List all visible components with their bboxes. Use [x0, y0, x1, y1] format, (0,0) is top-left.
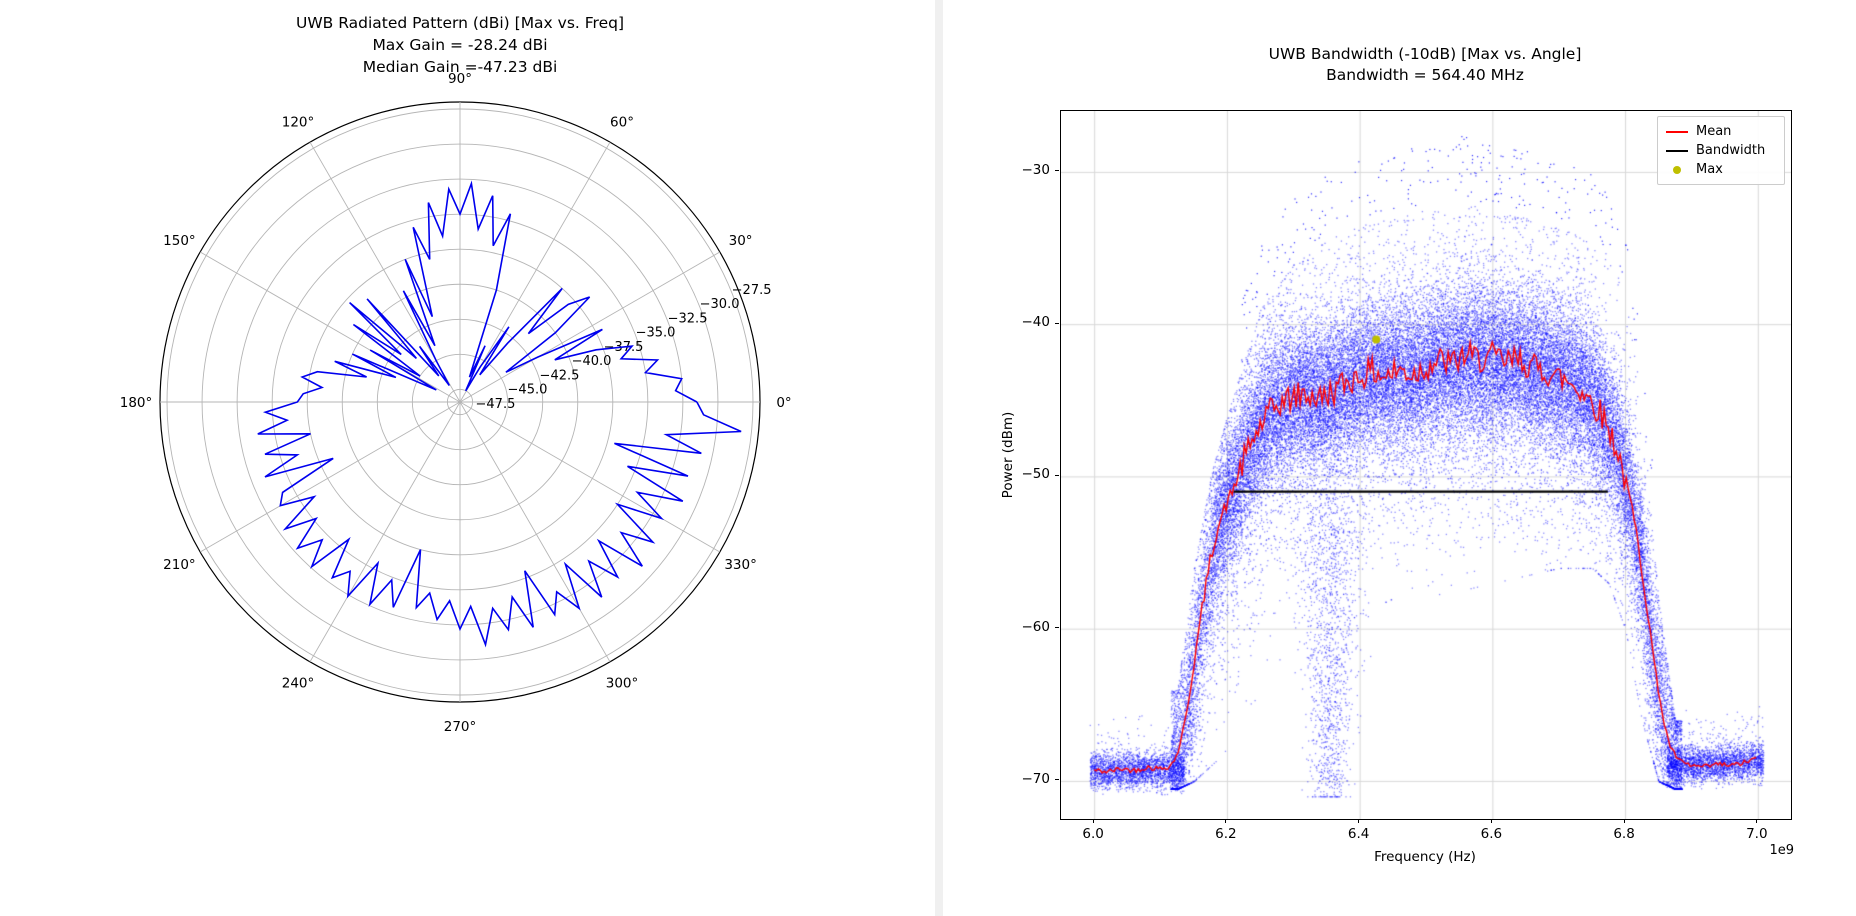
polar-gain-trace — [257, 180, 742, 648]
scatter-title-line1: UWB Bandwidth (-10dB) [Max vs. Angle] — [1268, 45, 1582, 63]
polar-angle-tick-label: 0° — [776, 395, 791, 411]
polar-angle-tick-label: 120° — [282, 114, 315, 130]
legend: Mean Bandwidth Max — [1657, 116, 1785, 185]
scatter-canvas — [1061, 111, 1791, 819]
legend-row-mean: Mean — [1666, 122, 1776, 141]
x-tick-mark — [1756, 819, 1758, 823]
polar-radial-tick-label: −27.5 — [732, 283, 772, 298]
polar-angle-tick-label: 60° — [610, 114, 634, 130]
x-tick-label: 6.2 — [1215, 826, 1237, 842]
x-tick-mark — [1092, 819, 1094, 823]
legend-row-bandwidth: Bandwidth — [1666, 141, 1776, 160]
scatter-title-line2-bandwidth: Bandwidth = 564.40 MHz — [1326, 66, 1524, 84]
y-tick-label: −30 — [1021, 161, 1051, 178]
polar-angle-tick-label: 240° — [282, 676, 315, 692]
x-tick-mark — [1225, 819, 1227, 823]
y-tick-mark — [1055, 779, 1059, 781]
max-dot-swatch — [1673, 165, 1681, 174]
legend-label-bandwidth: Bandwidth — [1696, 143, 1766, 158]
polar-grid-spoke — [459, 141, 611, 403]
polar-grid-spoke — [459, 401, 721, 553]
bandwidth-figure-panel: UWB Bandwidth (-10dB) [Max vs. Angle] Ba… — [943, 0, 1856, 916]
polar-title-line1: UWB Radiated Pattern (dBi) [Max vs. Freq… — [295, 14, 625, 32]
x-tick-label: 6.6 — [1480, 826, 1503, 842]
y-tick-label: −60 — [1021, 618, 1051, 635]
legend-label-mean: Mean — [1696, 124, 1732, 139]
polar-grid-spoke — [199, 401, 461, 553]
polar-angle-tick-label: 30° — [729, 233, 753, 249]
polar-angle-tick-label: 90° — [448, 71, 472, 87]
x-tick-mark — [1623, 819, 1625, 823]
polar-radial-tick-label: −40.0 — [572, 354, 612, 369]
legend-label-max: Max — [1696, 162, 1723, 177]
x-axis-label: Frequency (Hz) — [1374, 849, 1476, 865]
x-tick-label: 6.4 — [1347, 826, 1370, 842]
polar-title-line3-median-gain: Median Gain =-47.23 dBi — [362, 58, 558, 76]
polar-title-line2-max-gain: Max Gain = -28.24 dBi — [372, 36, 548, 54]
legend-row-max: Max — [1666, 160, 1776, 179]
polar-radial-tick-label: −45.0 — [508, 383, 548, 398]
y-tick-label: −40 — [1021, 314, 1051, 331]
y-tick-label: −50 — [1021, 466, 1051, 483]
polar-angle-tick-label: 330° — [724, 557, 757, 573]
x-tick-label: 6.8 — [1613, 826, 1635, 842]
polar-radial-tick-label: −32.5 — [668, 311, 708, 326]
y-tick-mark — [1055, 170, 1059, 172]
y-tick-mark — [1055, 627, 1059, 629]
polar-grid-spoke — [459, 251, 721, 403]
polar-plot: 0° 30° 60° 90° 120° 150° 180° 210° 240° 270° 300° 3… — [120, 71, 792, 735]
y-tick-mark — [1055, 474, 1059, 476]
x-tick-label: 6.0 — [1082, 826, 1104, 842]
polar-angle-tick-label: 300° — [606, 676, 639, 692]
polar-radial-tick-label: −42.5 — [540, 368, 580, 383]
polar-grid-spoke — [199, 251, 461, 403]
x-axis-offset-label: 1e9 — [1769, 843, 1794, 858]
polar-radial-tick-label: −30.0 — [700, 297, 740, 312]
polar-grid-spoke — [309, 401, 461, 663]
panel-divider — [935, 0, 943, 916]
polar-angle-tick-label: 270° — [444, 719, 477, 735]
x-tick-mark — [1490, 819, 1492, 823]
x-tick-label: 7.0 — [1746, 826, 1768, 842]
polar-angle-tick-label: 210° — [163, 557, 196, 573]
polar-title-block: UWB Radiated Pattern (dBi) [Max vs. Freq… — [110, 12, 810, 78]
polar-angle-tick-label: 180° — [120, 395, 153, 411]
y-tick-mark — [1055, 322, 1059, 324]
polar-angle-tick-label: 150° — [163, 233, 196, 249]
scatter-title-block: UWB Bandwidth (-10dB) [Max vs. Angle] Ba… — [1060, 44, 1790, 86]
polar-grid-spoke — [459, 401, 611, 663]
polar-radial-tick-label: −35.0 — [636, 326, 676, 341]
scatter-plot-area: Mean Bandwidth Max — [1060, 110, 1792, 820]
bandwidth-line-swatch — [1666, 149, 1688, 152]
polar-radial-tick-label: −47.5 — [476, 397, 516, 412]
y-tick-label: −70 — [1021, 770, 1051, 787]
x-tick-mark — [1358, 819, 1360, 823]
mean-line-swatch — [1666, 130, 1688, 133]
polar-figure-panel: UWB Radiated Pattern (dBi) [Max vs. Freq… — [110, 12, 810, 735]
y-axis-label: Power (dBm) — [1000, 411, 1016, 499]
